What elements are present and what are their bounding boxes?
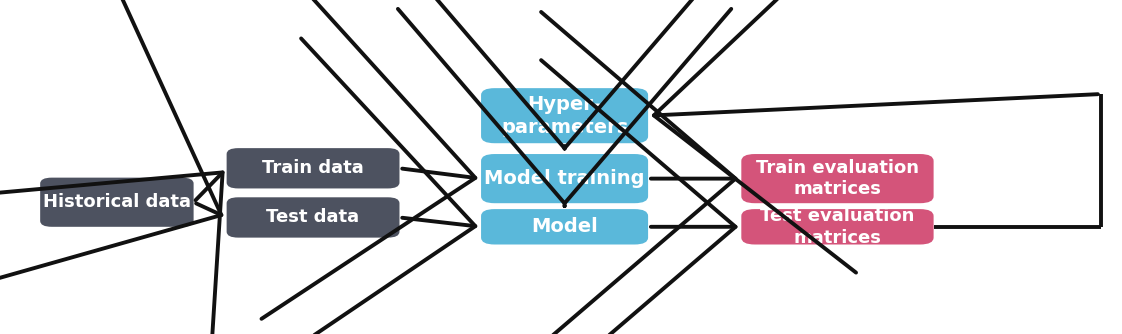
FancyBboxPatch shape <box>481 154 649 203</box>
Text: Train evaluation
matrices: Train evaluation matrices <box>756 159 919 198</box>
Text: Test evaluation
matrices: Test evaluation matrices <box>761 207 914 246</box>
FancyBboxPatch shape <box>481 209 649 244</box>
Text: Test data: Test data <box>267 208 360 226</box>
FancyBboxPatch shape <box>227 197 399 237</box>
FancyBboxPatch shape <box>227 148 399 188</box>
Text: Train data: Train data <box>263 159 364 177</box>
FancyBboxPatch shape <box>481 88 649 143</box>
FancyBboxPatch shape <box>742 209 934 244</box>
FancyBboxPatch shape <box>40 178 194 227</box>
Text: Historical data: Historical data <box>43 193 191 211</box>
Text: Model: Model <box>531 217 598 236</box>
FancyBboxPatch shape <box>742 154 934 203</box>
Text: Hyper-
parameters: Hyper- parameters <box>500 95 628 137</box>
Text: Model training: Model training <box>485 169 645 188</box>
